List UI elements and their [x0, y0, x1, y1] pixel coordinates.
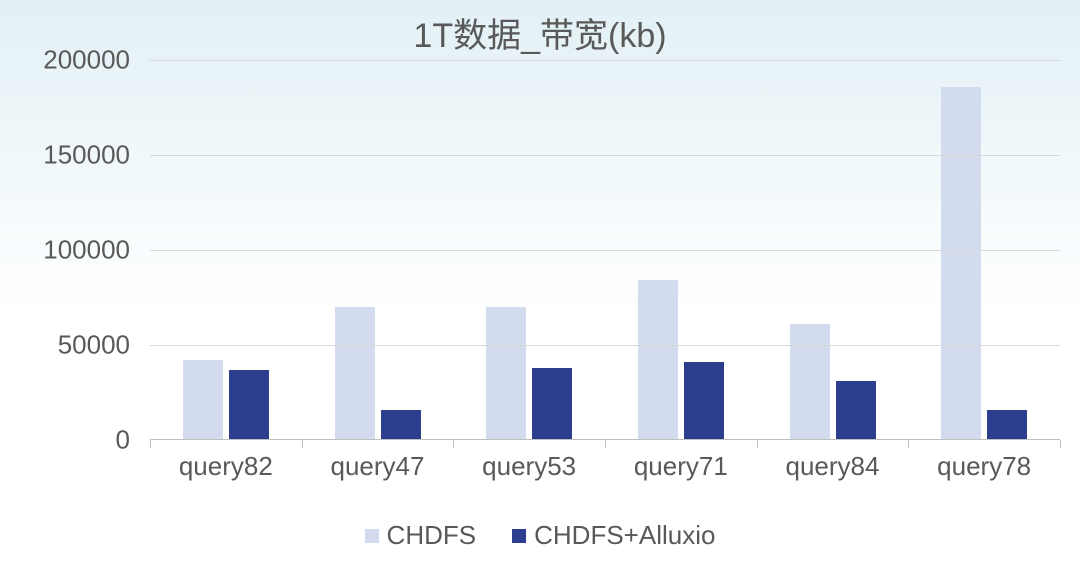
x-tick-label: query82	[179, 451, 273, 482]
chart-title: 1T数据_带宽(kb)	[0, 0, 1080, 57]
bar-chdfs-alluxio	[229, 370, 269, 440]
grid-line	[150, 345, 1060, 346]
y-axis: 050000100000150000200000	[0, 60, 140, 440]
bar-chdfs-alluxio	[836, 381, 876, 440]
grid-line	[150, 250, 1060, 251]
bar-chdfs	[183, 360, 223, 440]
chart-container: 1T数据_带宽(kb) 0 50000 100000 150000 200000 que…	[0, 0, 1080, 563]
y-tick-label: 150000	[43, 140, 130, 171]
plot-area	[150, 60, 1060, 440]
bar-chdfs-alluxio	[381, 410, 421, 440]
x-tick-mark	[1060, 440, 1061, 448]
x-tick-label: query84	[786, 451, 880, 482]
grid-line	[150, 155, 1060, 156]
bar-chdfs-alluxio	[532, 368, 572, 440]
x-tick-label: query71	[634, 451, 728, 482]
bar-chdfs	[790, 324, 830, 440]
y-tick-label: 200000	[43, 45, 130, 76]
x-tick-label: query78	[937, 451, 1031, 482]
legend-item: CHDFS+Alluxio	[512, 520, 715, 551]
bar-chdfs	[486, 307, 526, 440]
x-tick-label: query47	[331, 451, 425, 482]
legend-swatch	[512, 529, 526, 543]
grid-line	[150, 60, 1060, 61]
legend-swatch	[365, 529, 379, 543]
bar-chdfs	[941, 87, 981, 440]
legend-label: CHDFS+Alluxio	[534, 520, 715, 551]
y-tick-label: 0	[116, 425, 130, 456]
x-tick-label: query53	[482, 451, 576, 482]
bar-chdfs-alluxio	[684, 362, 724, 440]
legend: CHDFS CHDFS+Alluxio	[0, 519, 1080, 552]
bar-chdfs-alluxio	[987, 410, 1027, 440]
legend-label: CHDFS	[387, 520, 477, 551]
legend-item: CHDFS	[365, 520, 477, 551]
x-axis-labels: query82 query47 query53 query71 query84 query…	[150, 445, 1060, 485]
bar-chdfs	[335, 307, 375, 440]
y-tick-label: 50000	[58, 330, 130, 361]
bar-chdfs	[638, 280, 678, 440]
y-tick-label: 100000	[43, 235, 130, 266]
